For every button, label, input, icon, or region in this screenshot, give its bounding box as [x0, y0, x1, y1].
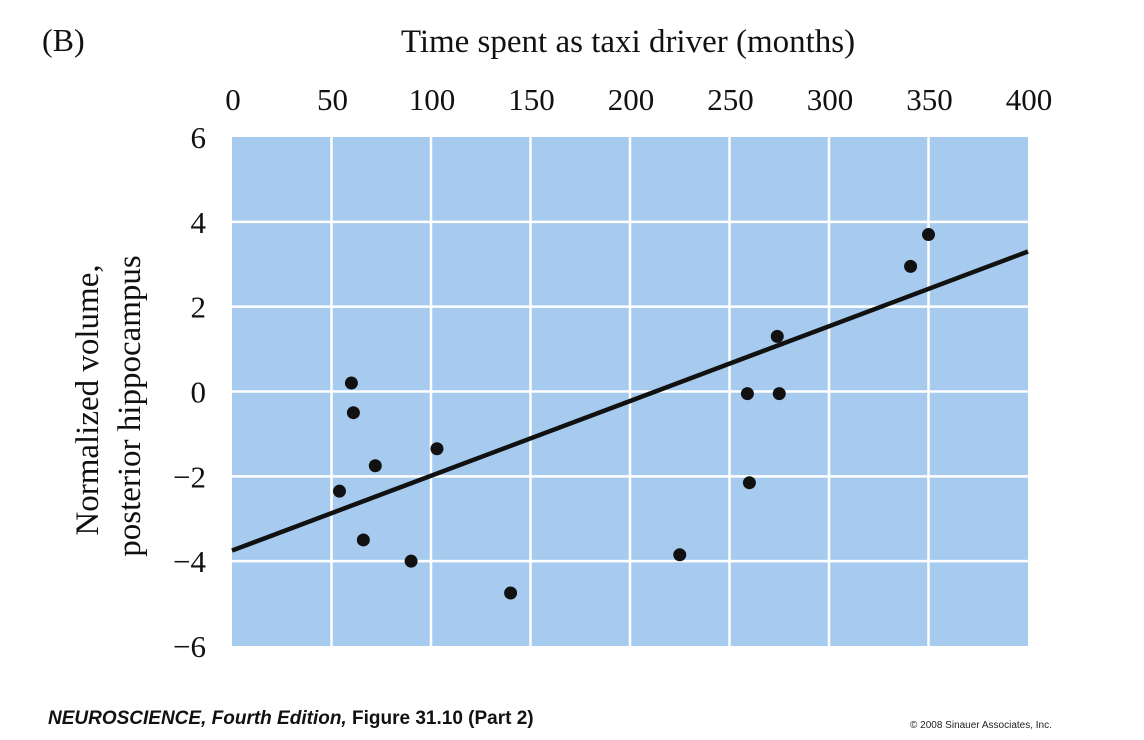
data-point	[430, 442, 444, 456]
x-tick-label: 200	[608, 82, 655, 117]
x-tick-label: 300	[807, 82, 854, 117]
x-tick-label: 350	[906, 82, 953, 117]
y-tick-label: 4	[191, 205, 207, 240]
data-point	[346, 406, 360, 420]
data-point	[332, 484, 346, 498]
y-tick-label: 0	[191, 375, 207, 410]
x-tick-label: 50	[317, 82, 348, 117]
x-axis-title: Time spent as taxi driver (months)	[401, 24, 855, 60]
book-title: NEUROSCIENCE, Fourth Edition,	[48, 708, 347, 729]
x-tick-label: 400	[1006, 82, 1053, 117]
copyright-notice: © 2008 Sinauer Associates, Inc.	[910, 720, 1052, 731]
data-point	[772, 387, 786, 401]
panel-label: (B)	[42, 22, 85, 58]
x-tick-label: 150	[508, 82, 555, 117]
data-point	[368, 459, 382, 473]
y-tick-label: −6	[173, 629, 206, 664]
data-point	[404, 554, 418, 568]
x-tick-label: 0	[225, 82, 241, 117]
data-point	[742, 476, 756, 490]
x-tick-label: 250	[707, 82, 754, 117]
y-tick-label: 6	[191, 120, 207, 155]
x-tick-label: 100	[409, 82, 456, 117]
data-points	[332, 228, 935, 600]
y-tick-label: −4	[173, 544, 206, 579]
trend-line	[231, 249, 1029, 553]
y-axis-title-line-1: Normalized volume,	[70, 264, 106, 535]
y-tick-label: 2	[191, 290, 207, 325]
tick-labels: 0 50 100 150 200 250 300 350 400 6 4 2 0 −2 −4 −6	[173, 82, 1052, 664]
y-axis-title-line-2: posterior hippocampus	[112, 255, 148, 557]
figure-number: Figure 31.10 (Part 2)	[352, 708, 534, 729]
grid-lines	[232, 137, 1028, 646]
data-point	[740, 387, 754, 401]
data-point	[504, 586, 518, 600]
figure-caption: NEUROSCIENCE, Fourth Edition, Figure 31.…	[48, 708, 534, 730]
data-point	[344, 376, 358, 390]
data-point	[904, 259, 918, 273]
data-point	[673, 548, 687, 562]
data-point	[770, 329, 784, 343]
y-tick-label: −2	[173, 459, 206, 494]
data-point	[356, 533, 370, 547]
data-point	[922, 228, 935, 242]
